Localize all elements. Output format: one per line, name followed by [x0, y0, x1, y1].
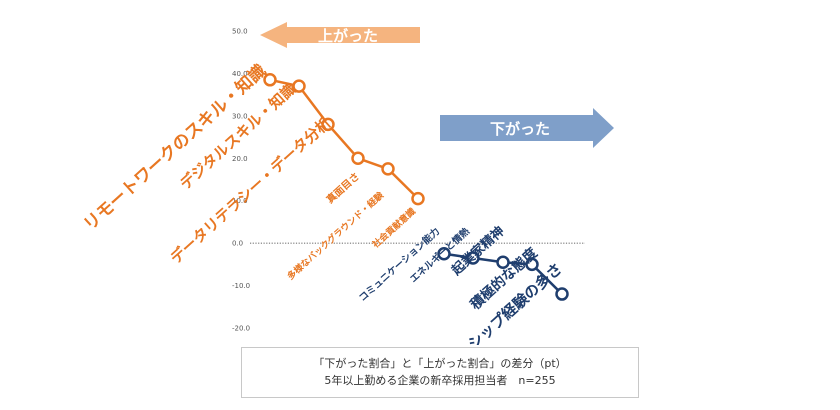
y-tick-label: -10.0 — [232, 282, 250, 290]
data-point — [381, 162, 395, 176]
y-tick-label: -20.0 — [232, 325, 250, 333]
data-point — [437, 247, 451, 261]
series-lines — [263, 73, 569, 301]
y-tick-label: 20.0 — [232, 155, 248, 163]
y-tick-label: 50.0 — [232, 28, 248, 36]
data-point — [263, 73, 277, 87]
data-point — [555, 287, 569, 301]
data-point — [466, 251, 480, 265]
caption-line-2: 5年以上勤める企業の新卒採用担当者 n=255 — [324, 374, 556, 387]
data-point — [496, 255, 510, 269]
category-label: 真面目さ — [324, 170, 362, 206]
down-arrow-shape — [440, 108, 614, 148]
caption-line-1: 「下がった割合」と「上がった割合」の差分（pt） — [313, 357, 567, 370]
data-point — [525, 257, 539, 272]
data-point — [321, 117, 335, 132]
y-tick-label: 10.0 — [232, 197, 248, 205]
down-arrow-label: 下がった — [490, 120, 550, 138]
category-label: 起業家精神 — [448, 223, 508, 279]
y-tick-label: 40.0 — [232, 70, 248, 78]
data-point — [351, 151, 365, 166]
up-arrow-label: 上がった — [318, 27, 378, 45]
up-arrow-shape — [260, 22, 420, 48]
category-label: リーダーシップ経験の多さ — [420, 260, 566, 345]
chart-canvas: 50.0 40.0 30.0 20.0 10.0 0.0 -10.0 -20.0 上がった下が… — [79, 22, 614, 345]
category-label: 社会貢献意識 — [369, 205, 418, 251]
chart-caption: 「下がった割合」と「上がった割合」の差分（pt） 5年以上勤める企業の新卒採用担… — [241, 347, 639, 398]
data-point — [292, 79, 306, 93]
data-point — [411, 191, 425, 206]
y-tick-label: 0.0 — [232, 240, 243, 248]
y-tick-label: 30.0 — [232, 112, 248, 120]
y-axis-ticks: 50.0 40.0 30.0 20.0 10.0 0.0 -10.0 -20.0 — [232, 28, 250, 333]
category-labels: リモートワークのスキル・知識デジタルスキル・知識データリテラシー・データ分析真面… — [79, 60, 565, 345]
